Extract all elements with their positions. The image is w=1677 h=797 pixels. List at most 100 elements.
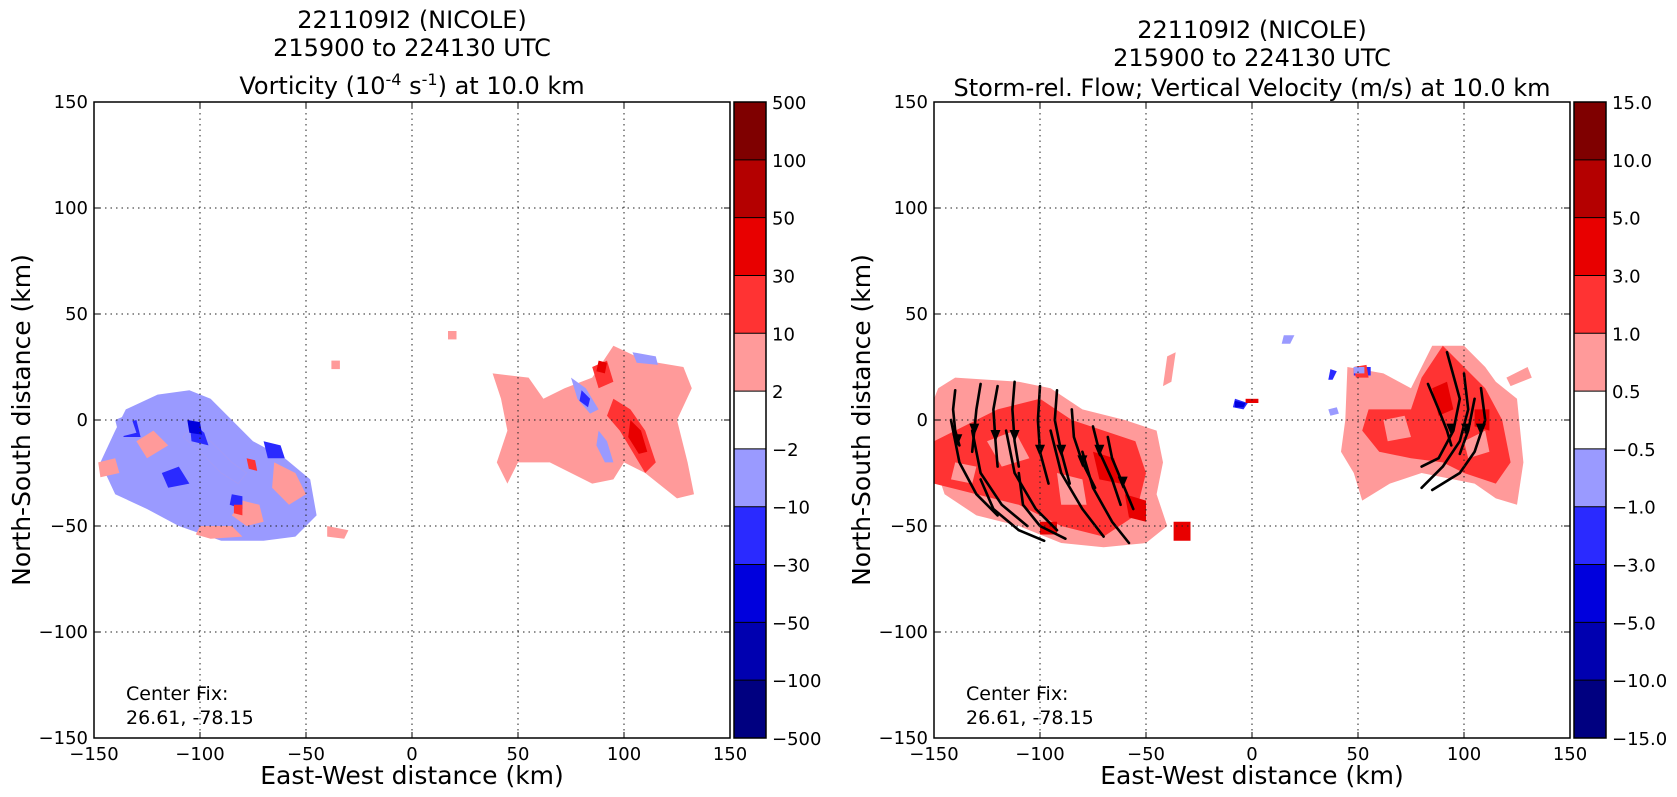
velocity-title-line-2: 215900 to 224130 UTC (1113, 44, 1391, 72)
colorbar-band (1574, 680, 1606, 739)
colorbar-tick-label: −50 (772, 613, 810, 634)
x-tick-label: −150 (69, 744, 118, 765)
colorbar-band (1574, 102, 1606, 161)
streamline-arrow-3 (990, 429, 1001, 442)
streamline-11 (970, 429, 1029, 528)
colorbar-band (1574, 275, 1606, 334)
storm-relative-flow-streamlines (949, 350, 1487, 545)
colorbar-tick-label: 1.0 (1612, 324, 1641, 345)
streamline-arrow-10 (1446, 423, 1457, 436)
vorticity-x-ticks: −150 −100 −50 0 50 100 150 (69, 102, 747, 765)
streamline-4 (1011, 380, 1021, 468)
streamline-18 (1420, 372, 1470, 490)
colorbar-band (734, 680, 766, 739)
contour-region-7 (98, 458, 120, 478)
colorbar-tick-label: −500 (772, 729, 821, 750)
colorbar-band (1574, 622, 1606, 681)
streamline-arrow-8 (1094, 444, 1105, 457)
y-tick-label: 150 (54, 92, 88, 113)
y-tick-label: −100 (39, 622, 88, 643)
y-tick-label: −50 (890, 516, 928, 537)
colorbar-tick-label: −15.0 (1612, 729, 1667, 750)
colorbar-tick-label: 10.0 (1612, 151, 1652, 172)
streamline-10 (949, 418, 999, 517)
colorbar-band (734, 506, 766, 566)
x-tick-label: 100 (1447, 744, 1481, 765)
streamline-9 (1106, 435, 1135, 511)
colorbar-band (1574, 217, 1606, 276)
vorticity-title-line-2: 215900 to 224130 UTC (273, 34, 551, 62)
streamline-arrow-12 (1475, 423, 1486, 436)
contour-region-21 (1328, 407, 1339, 416)
streamline-arrow-7 (1077, 455, 1088, 468)
contour-region-25 (632, 352, 658, 365)
y-tick-label: −150 (879, 728, 928, 749)
x-tick-label: 0 (406, 744, 417, 765)
streamline-17 (1420, 350, 1462, 468)
colorbar-tick-label: −100 (772, 671, 821, 692)
x-tick-label: 50 (507, 744, 530, 765)
streamline-arrow-6 (1056, 444, 1067, 457)
contour-region-29 (327, 526, 349, 539)
colorbar-band (1574, 333, 1606, 392)
y-tick-label: 50 (905, 304, 928, 325)
colorbar-tick-label: 15.0 (1612, 93, 1652, 114)
colorbar-frame (1573, 101, 1607, 739)
y-tick-label: 0 (77, 410, 88, 431)
velocity-grid (934, 102, 1570, 738)
y-tick-label: 100 (54, 198, 88, 219)
streamline-arrow-5 (1035, 444, 1045, 457)
contour-region-2 (934, 398, 1146, 537)
colorbar-tick-label: 5.0 (1612, 209, 1641, 230)
contour-region-26 (1353, 367, 1365, 374)
streamline-5 (1036, 384, 1050, 485)
contour-region-24 (1281, 335, 1295, 344)
contour-region-28 (448, 331, 457, 340)
streamline-8 (1091, 425, 1122, 507)
colorbar-band (1574, 448, 1606, 508)
colorbar-tick-label: 500 (772, 93, 806, 114)
colorbar-tick-label: 2 (772, 382, 783, 403)
contour-region-27 (331, 360, 340, 370)
colorbar-band (1574, 564, 1606, 623)
vorticity-y-ticks: −150 −100 −50 0 50 100 150 (39, 92, 730, 749)
vertical-velocity-panel: 221109I2 (NICOLE) 215900 to 224130 UTC S… (847, 16, 1667, 790)
streamline-3 (992, 384, 999, 468)
colorbar-tick-label: −10.0 (1612, 671, 1667, 692)
streamline-20 (1426, 382, 1453, 447)
colorbar-tick-label: 100 (772, 151, 806, 172)
contour-region-1 (100, 390, 317, 541)
x-tick-label: 150 (713, 744, 747, 765)
streamline-14 (1081, 450, 1131, 545)
y-tick-label: −50 (50, 516, 88, 537)
contour-region-21 (628, 420, 648, 454)
colorbar-band (734, 275, 766, 334)
colorbar-tick-label: −3.0 (1612, 556, 1656, 577)
streamline-13 (1049, 429, 1105, 538)
velocity-title-line-1: 221109I2 (NICOLE) (1137, 16, 1367, 44)
y-tick-label: 100 (894, 198, 928, 219)
colorbar-band (734, 333, 766, 392)
velocity-center-fix-label: Center Fix: (966, 683, 1068, 705)
x-tick-label: 150 (1553, 744, 1587, 765)
contour-region-23 (1328, 369, 1337, 380)
vorticity-center-fix-value: 26.61, -78.15 (126, 707, 254, 729)
colorbar-band (734, 622, 766, 681)
colorbar-band (1574, 391, 1606, 450)
x-tick-label: 100 (607, 744, 641, 765)
vorticity-center-fix-label: Center Fix: (126, 683, 228, 705)
colorbar-band (734, 448, 766, 508)
vorticity-grid (94, 102, 730, 738)
vorticity-x-axis-label: East-West distance (km) (260, 761, 564, 790)
contour-region-8 (183, 430, 247, 484)
vorticity-title-line-3: Vorticity (10-4 s-1) at 10.0 km (239, 70, 584, 100)
colorbar-band (734, 102, 766, 161)
contour-region-12 (161, 466, 190, 488)
colorbar-band (1574, 159, 1606, 219)
vorticity-contour-fills (98, 331, 694, 541)
colorbar-tick-label: −1.0 (1612, 498, 1656, 519)
contour-region-16 (246, 458, 258, 471)
streamline-arrow-1 (952, 434, 963, 447)
colorbar-frame (733, 101, 767, 739)
